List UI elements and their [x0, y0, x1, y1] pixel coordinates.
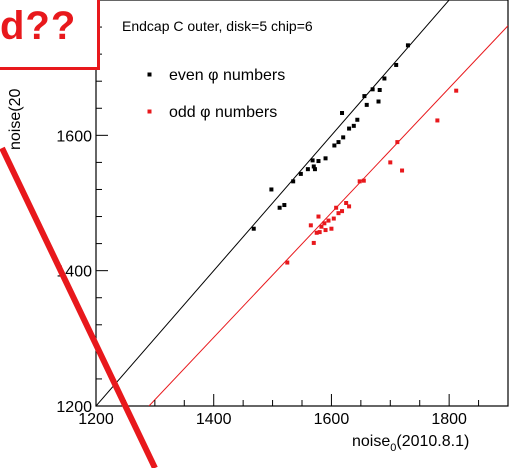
even-data-point [347, 126, 352, 131]
reference-line-diagonal [96, 0, 450, 406]
odd-data-point [388, 160, 393, 165]
odd-data-point [311, 240, 316, 245]
chart-title: Endcap C outer, disk=5 chip=6 [122, 18, 313, 34]
even-data-point [362, 94, 367, 99]
plot-area [96, 0, 508, 406]
x-tick-label: 1800 [431, 411, 467, 428]
even-data-point [277, 205, 282, 210]
x-tick-label: 1600 [314, 411, 350, 428]
legend-label-even: even φ numbers [169, 67, 285, 84]
y-axis-label: noise(20 [7, 89, 24, 150]
x-axis-label-sub: 0 [390, 442, 396, 454]
even-data-point [364, 102, 369, 107]
odd-data-point [400, 168, 405, 173]
odd-data-point [340, 209, 345, 214]
odd-data-point [347, 204, 352, 209]
odd-data-point [395, 140, 400, 145]
x-axis-label-tail: (2010.8.1) [396, 433, 469, 450]
y-tick-label: 1600 [56, 128, 92, 145]
odd-data-point [308, 223, 313, 228]
even-data-point [405, 43, 410, 48]
legend-label-odd: odd φ numbers [169, 104, 277, 121]
odd-data-point [331, 216, 336, 221]
odd-data-point [326, 218, 331, 223]
even-data-point [394, 62, 399, 67]
even-data-point [351, 123, 356, 128]
even-data-point [311, 164, 316, 169]
odd-data-point [285, 260, 290, 265]
even-data-point [332, 143, 337, 148]
annotation-red-slash [0, 146, 158, 468]
x-tick-label: 1200 [78, 411, 114, 428]
legend-marker-even [147, 72, 152, 77]
odd-data-point [344, 201, 349, 205]
legend-marker-odd [147, 109, 152, 114]
even-data-point [269, 187, 274, 192]
even-data-point [341, 135, 346, 140]
odd-data-point [435, 118, 440, 123]
even-data-point [323, 156, 328, 161]
odd-data-point [329, 226, 334, 231]
odd-data-point [336, 211, 341, 216]
odd-data-point [319, 224, 324, 229]
odd-data-point [361, 178, 366, 183]
even-data-point [312, 167, 317, 172]
x-axis-label: noise0(2010.8.1) [352, 433, 469, 454]
even-data-point [340, 111, 345, 116]
scatter-points [251, 43, 459, 265]
even-data-point [310, 158, 315, 163]
reference-line-fit [148, 25, 508, 406]
y-tick-label: 1200 [56, 399, 92, 416]
legend: even φ numbers odd φ numbers [147, 67, 285, 121]
even-data-point [355, 117, 360, 122]
even-data-point [316, 159, 321, 164]
x-tick-label: 1400 [196, 411, 232, 428]
even-data-point [251, 226, 256, 231]
odd-data-point [334, 205, 339, 210]
even-data-point [282, 203, 287, 208]
even-data-point [305, 167, 310, 172]
even-data-point [336, 140, 341, 145]
even-data-point [377, 87, 382, 92]
odd-data-point [323, 228, 328, 233]
x-axis-label-base: noise [352, 433, 390, 450]
even-data-point [382, 76, 387, 81]
annotation-box: d?? [0, 0, 100, 70]
odd-data-point [357, 179, 362, 184]
even-data-point [298, 171, 303, 176]
odd-data-point [317, 230, 322, 235]
odd-data-point [454, 88, 459, 93]
even-data-point [370, 87, 375, 92]
even-data-point [376, 99, 381, 104]
svg-text:noise0(2010.8.1): noise0(2010.8.1) [352, 433, 469, 454]
annotation-box-text: d?? [0, 4, 77, 48]
odd-data-point [316, 214, 321, 219]
odd-data-point [322, 221, 327, 226]
even-data-point [291, 179, 296, 184]
plot-frame [95, 0, 509, 407]
odd-data-point [314, 230, 319, 235]
